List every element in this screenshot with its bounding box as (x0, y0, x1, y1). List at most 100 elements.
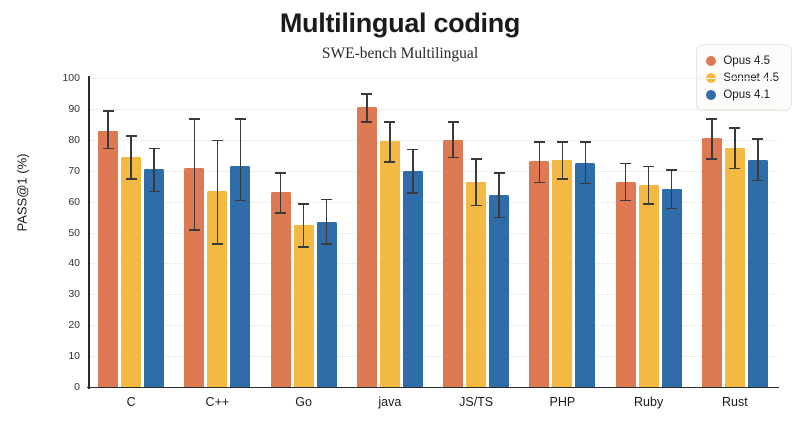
bar[interactable] (575, 141, 596, 387)
bar-group (701, 78, 768, 387)
bar[interactable] (638, 166, 659, 387)
bar[interactable] (615, 162, 636, 387)
chart-legend: Opus 4.5 Sonnet 4.5 Opus 4.1 (696, 44, 792, 111)
error-bar-line (498, 172, 500, 218)
error-bar-line (366, 93, 368, 122)
bar[interactable] (293, 203, 314, 387)
bar-group (356, 78, 423, 387)
error-bar-line (193, 118, 196, 230)
y-axis-tick-label: 30 (68, 288, 80, 301)
error-bar-cap-top (125, 135, 137, 137)
error-bar-cap-bottom (533, 181, 545, 183)
error-bar-line (584, 141, 587, 184)
error-bar-line (757, 138, 759, 180)
error-bar-cap-top (447, 121, 459, 123)
grid-line (88, 294, 778, 296)
x-axis-tick-label: C (126, 395, 136, 409)
grid-line (88, 139, 778, 141)
y-axis-tick-label: 70 (68, 164, 80, 177)
bar[interactable] (529, 141, 550, 387)
y-axis-tick-label: 10 (68, 350, 80, 363)
error-bar-line (279, 172, 282, 213)
bar-group (98, 78, 165, 387)
bar[interactable] (316, 198, 337, 387)
x-axis-tick-label: JS/TS (459, 395, 494, 409)
grid-line (88, 356, 778, 358)
error-bar-cap-bottom (407, 192, 419, 194)
error-bar-cap-bottom (384, 161, 396, 163)
error-bar-cap-bottom (643, 203, 655, 205)
error-bar-cap-bottom (470, 204, 482, 207)
grid-line (88, 263, 778, 265)
error-bar-cap-bottom (321, 243, 333, 245)
error-bar-cap-top (729, 127, 741, 129)
legend-item[interactable]: Sonnet 4.5 (706, 69, 779, 86)
y-axis-title: PASS@1 (%) (14, 153, 30, 232)
error-bar-cap-top (148, 147, 160, 149)
error-bar-cap-bottom (275, 212, 287, 214)
error-bar-cap-bottom (125, 178, 137, 180)
bar-group (443, 78, 510, 387)
legend-swatch-icon (706, 72, 717, 83)
bar[interactable] (121, 135, 142, 387)
bar[interactable] (207, 139, 228, 387)
error-bar-cap-top (361, 93, 373, 95)
bar[interactable] (661, 169, 682, 387)
bar[interactable] (724, 127, 745, 387)
legend-item-label: Opus 4.5 (723, 54, 771, 67)
error-bar-cap-bottom (706, 158, 718, 160)
grid-line (88, 108, 778, 110)
error-bar-cap-top (579, 141, 591, 143)
y-axis-line (88, 76, 90, 389)
bar[interactable] (98, 110, 119, 387)
error-bar-cap-top (384, 121, 396, 123)
error-bar-line (452, 121, 454, 157)
bar[interactable] (701, 118, 722, 387)
error-bar-cap-bottom (579, 183, 591, 185)
error-bar-line (153, 147, 155, 191)
bar[interactable] (443, 121, 464, 387)
error-bar-cap-bottom (493, 217, 505, 219)
x-axis-tick-label: PHP (549, 395, 576, 409)
error-bar-cap-bottom (729, 167, 741, 169)
chart-subtitle: SWE-bench Multilingual (321, 45, 479, 62)
error-bar-cap-top (407, 149, 419, 151)
error-bar-line (475, 158, 477, 205)
legend-item-label: Opus 4.1 (723, 88, 771, 101)
error-bar-line (325, 198, 328, 244)
bar[interactable] (379, 121, 400, 387)
legend-item[interactable]: Opus 4.5 (706, 52, 779, 69)
grid-line (88, 170, 778, 172)
error-bar-cap-top (706, 118, 718, 120)
bar-group (615, 78, 682, 387)
y-axis-tick-label: 80 (68, 133, 80, 146)
error-bar-cap-bottom (556, 178, 568, 180)
bar[interactable] (747, 138, 768, 387)
error-bar-cap-top (643, 166, 655, 168)
x-axis-tick-label: C++ (205, 395, 230, 409)
bar[interactable] (356, 93, 377, 387)
plot-area (88, 78, 778, 387)
bar[interactable] (270, 172, 291, 387)
error-bar-cap-bottom (211, 243, 223, 245)
error-bar-cap-top (556, 141, 568, 143)
error-bar-cap-bottom (298, 246, 310, 248)
bar[interactable] (489, 172, 510, 387)
bar[interactable] (402, 149, 423, 387)
error-bar-line (216, 139, 219, 244)
bar-group (529, 78, 596, 387)
error-bar-line (734, 127, 736, 168)
error-bar-line (670, 169, 673, 208)
chart-title: Multilingual coding (279, 8, 521, 38)
bar[interactable] (552, 141, 573, 387)
bar-group (184, 78, 251, 387)
legend-item[interactable]: Opus 4.1 (706, 86, 779, 103)
y-axis-tick-labels: 0 10 20 30 40 50 60 70 80 90 100 (48, 72, 80, 393)
error-bar-cap-bottom (666, 207, 678, 210)
error-bar-line (107, 110, 109, 148)
bar[interactable] (466, 158, 487, 387)
bar[interactable] (230, 118, 251, 387)
bar[interactable] (144, 147, 165, 387)
bar[interactable] (184, 118, 205, 387)
error-bar-line (624, 162, 627, 201)
